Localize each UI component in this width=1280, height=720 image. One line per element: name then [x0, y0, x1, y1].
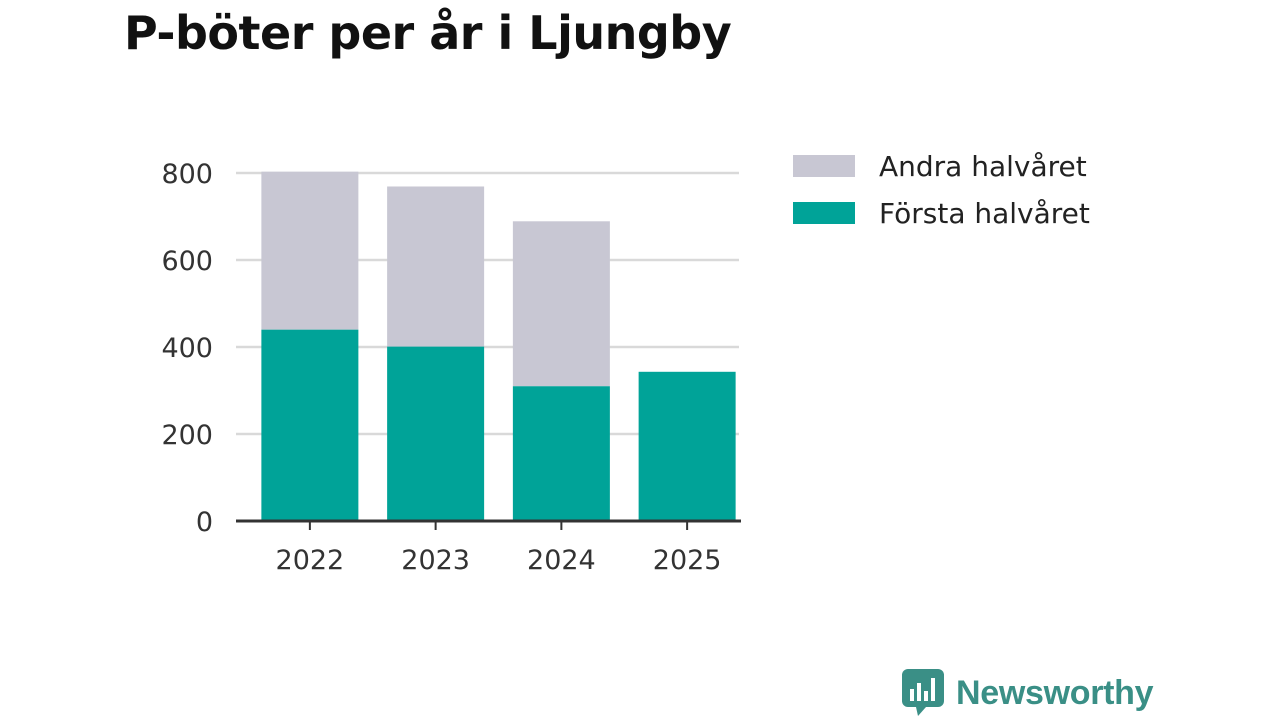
x-tick-label: 2025	[653, 545, 722, 576]
x-tick-label: 2023	[401, 545, 470, 576]
bar-second-half-2023	[387, 186, 485, 347]
bar-second-half-2022	[261, 171, 359, 330]
bar-first-half-2024	[512, 386, 610, 521]
brand-logo: Newsworthy	[902, 669, 1154, 716]
legend-label: Första halvåret	[879, 197, 1090, 230]
y-tick-label: 200	[161, 420, 213, 451]
legend-swatch-second-half	[793, 155, 855, 177]
bar-first-half-2025	[638, 371, 736, 521]
y-tick-label: 600	[161, 246, 213, 277]
bars	[261, 171, 736, 521]
bar-first-half-2023	[387, 346, 485, 521]
y-tick-label: 800	[161, 159, 213, 190]
x-tick-label: 2024	[527, 545, 596, 576]
y-tick-label: 0	[196, 507, 213, 538]
newsworthy-logo-icon	[902, 669, 944, 716]
brand-name: Newsworthy	[956, 673, 1154, 712]
y-tick-label: 400	[161, 333, 213, 364]
legend: Andra halvåret Första halvåret	[793, 150, 1090, 230]
x-tick-label: 2022	[276, 545, 345, 576]
chart-title: P-böter per år i Ljungby	[124, 6, 732, 60]
legend-label: Andra halvåret	[879, 150, 1087, 183]
legend-swatch-first-half	[793, 202, 855, 224]
bar-second-half-2024	[512, 221, 610, 387]
axes: 0 200 400 600 800 2022 2023 2024 2025	[161, 159, 741, 576]
bar-first-half-2022	[261, 329, 359, 521]
